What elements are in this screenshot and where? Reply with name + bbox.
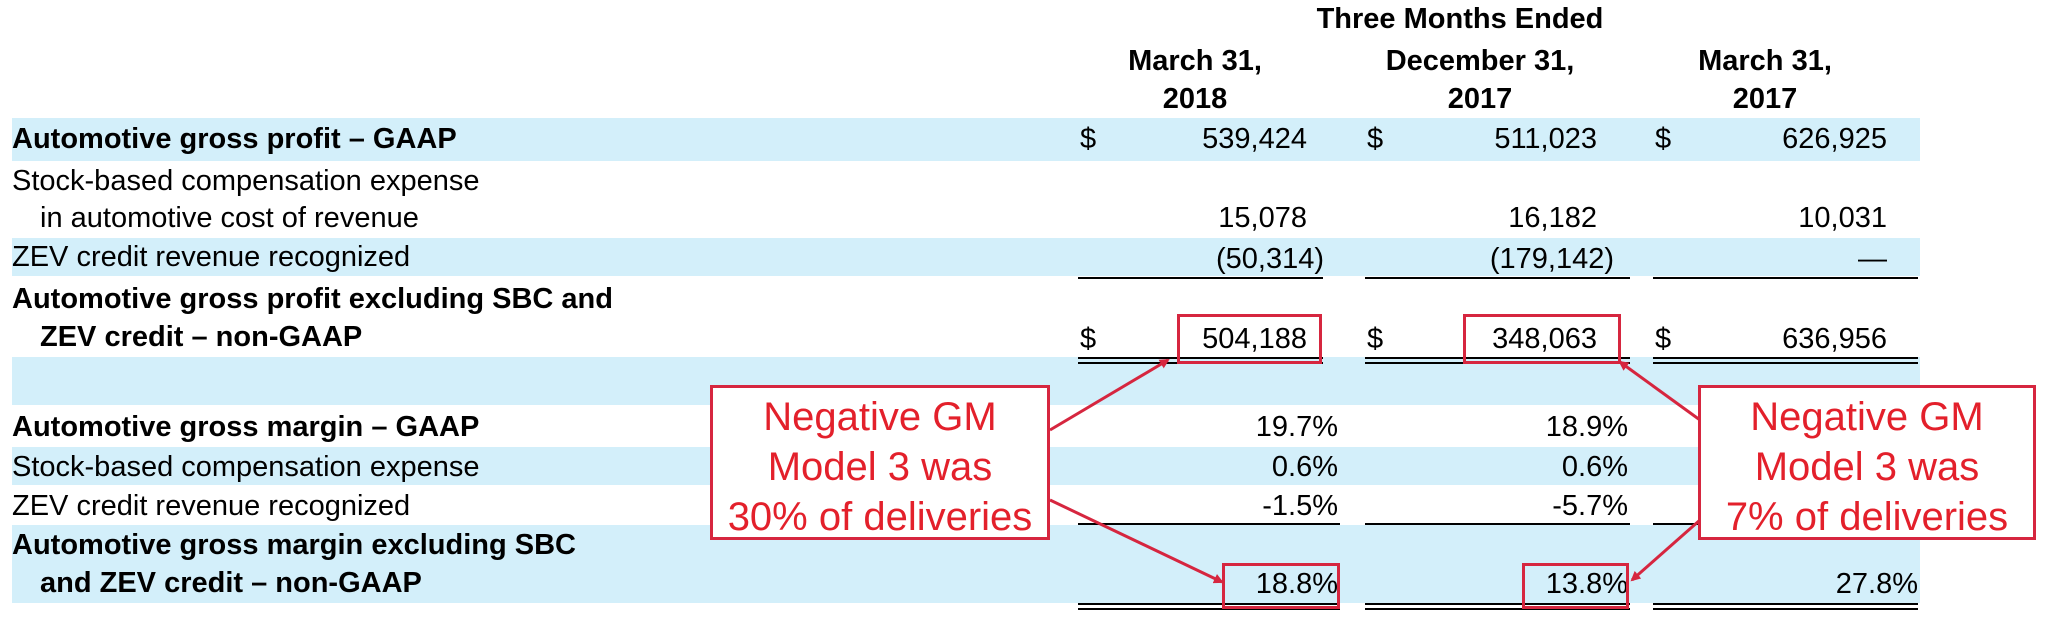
row-gm-non-gaap-value-2: 13.8% [1545,568,1628,600]
row-gp-gaap-value-1: 539,424 [1202,123,1307,155]
header-col3-line1: March 31, [1698,45,1832,77]
header-col2-line1: December 31, [1385,45,1575,77]
row-gm-gaap-value-1: 19.7% [1255,411,1338,443]
row-gm-sbc-value-2: 0.6% [1561,451,1628,483]
row-sbc-value-3: 10,031 [1798,202,1887,234]
row-gp-non-gaap-value-1: 504,188 [1202,323,1307,355]
arrow-right-down [1630,518,1701,582]
row-gm-gaap-label: Automotive gross margin – GAAP [12,411,480,443]
header-col1-line1: March 31, [1128,45,1262,77]
subtotal-rule-1 [1078,277,1323,279]
highlight-box-gp-2018 [1177,314,1322,364]
header-col3-line2: 2017 [1732,83,1798,115]
row-gm-zev-label: ZEV credit revenue recognized [12,490,411,522]
callout-left-line3: 30% of deliveries [727,495,1033,539]
row-gm-sbc-label: Stock-based compensation expense [12,451,480,483]
currency-symbol: $ [1655,123,1672,155]
total-double-rule-4 [1078,603,1340,610]
row-gp-gaap-value-3: 626,925 [1782,123,1887,155]
header-col1-line2: 2018 [1162,83,1228,115]
total-double-rule-6 [1653,603,1918,610]
total-double-rule-3 [1653,357,1918,364]
row-gp-gaap-label: Automotive gross profit – GAAP [12,123,457,155]
row-gm-sbc-value-1: 0.6% [1271,451,1338,483]
header-group-title: Three Months Ended [1316,3,1604,35]
row-band-zev [12,238,1920,276]
callout-right-line2: Model 3 was [1754,445,1980,489]
row-gp-non-gaap-value-3: 636,956 [1782,323,1887,355]
currency-symbol: $ [1080,123,1097,155]
row-sbc-value-1: 15,078 [1218,202,1307,234]
subtotal-rule-5 [1365,523,1630,525]
callout-right-line1: Negative GM [1750,395,1984,439]
row-gp-gaap-value-2: 511,023 [1494,123,1597,155]
row-zev-value-1: (50,314) [1215,243,1324,275]
callout-right-line3: 7% of deliveries [1725,495,2009,539]
row-gm-gaap-value-2: 18.9% [1545,411,1628,443]
row-gp-non-gaap-value-2: 348,063 [1492,323,1597,355]
highlight-box-gp-dec-2017 [1463,314,1621,364]
row-gm-non-gaap-label-line1: Automotive gross margin excluding SBC [12,529,576,561]
row-zev-label: ZEV credit revenue recognized [12,241,411,273]
row-gm-zev-value-2: -5.7% [1552,490,1628,522]
callout-left-line1: Negative GM [763,395,997,439]
highlight-box-gm-2018 [1222,563,1340,609]
callout-right: Negative GM Model 3 was 7% of deliveries [1698,385,2036,540]
row-band-gp-gaap [12,118,1920,161]
total-double-rule-5 [1365,603,1630,610]
row-sbc-label-line2: in automotive cost of revenue [40,202,419,234]
row-sbc-value-2: 16,182 [1508,202,1597,234]
arrow-left-up [1049,358,1170,432]
arrow-left-down [1049,498,1224,584]
subtotal-rule-2 [1365,277,1630,279]
row-gm-non-gaap-value-3: 27.8% [1835,568,1918,600]
currency-symbol: $ [1367,323,1384,355]
row-sbc-label-line1: Stock-based compensation expense [12,165,480,197]
currency-symbol: $ [1080,323,1097,355]
arrow-right-up [1618,360,1701,422]
highlight-box-gm-dec-2017 [1522,563,1629,609]
callout-left-line2: Model 3 was [767,445,993,489]
row-gp-non-gaap-label-line2: ZEV credit – non-GAAP [40,321,363,353]
row-gm-non-gaap-value-1: 18.8% [1255,568,1338,600]
currency-symbol: $ [1655,323,1672,355]
callout-left: Negative GM Model 3 was 30% of deliverie… [710,385,1050,540]
row-gm-zev-value-1: -1.5% [1262,490,1338,522]
row-zev-value-2: (179,142) [1489,243,1614,275]
row-gp-non-gaap-label-line1: Automotive gross profit excluding SBC an… [12,283,613,315]
row-zev-value-3: — [1858,243,1887,275]
header-col2-line2: 2017 [1447,83,1513,115]
subtotal-rule-4 [1078,523,1340,525]
currency-symbol: $ [1367,123,1384,155]
row-gm-non-gaap-label-line2: and ZEV credit – non-GAAP [40,567,422,599]
subtotal-rule-3 [1653,277,1918,279]
